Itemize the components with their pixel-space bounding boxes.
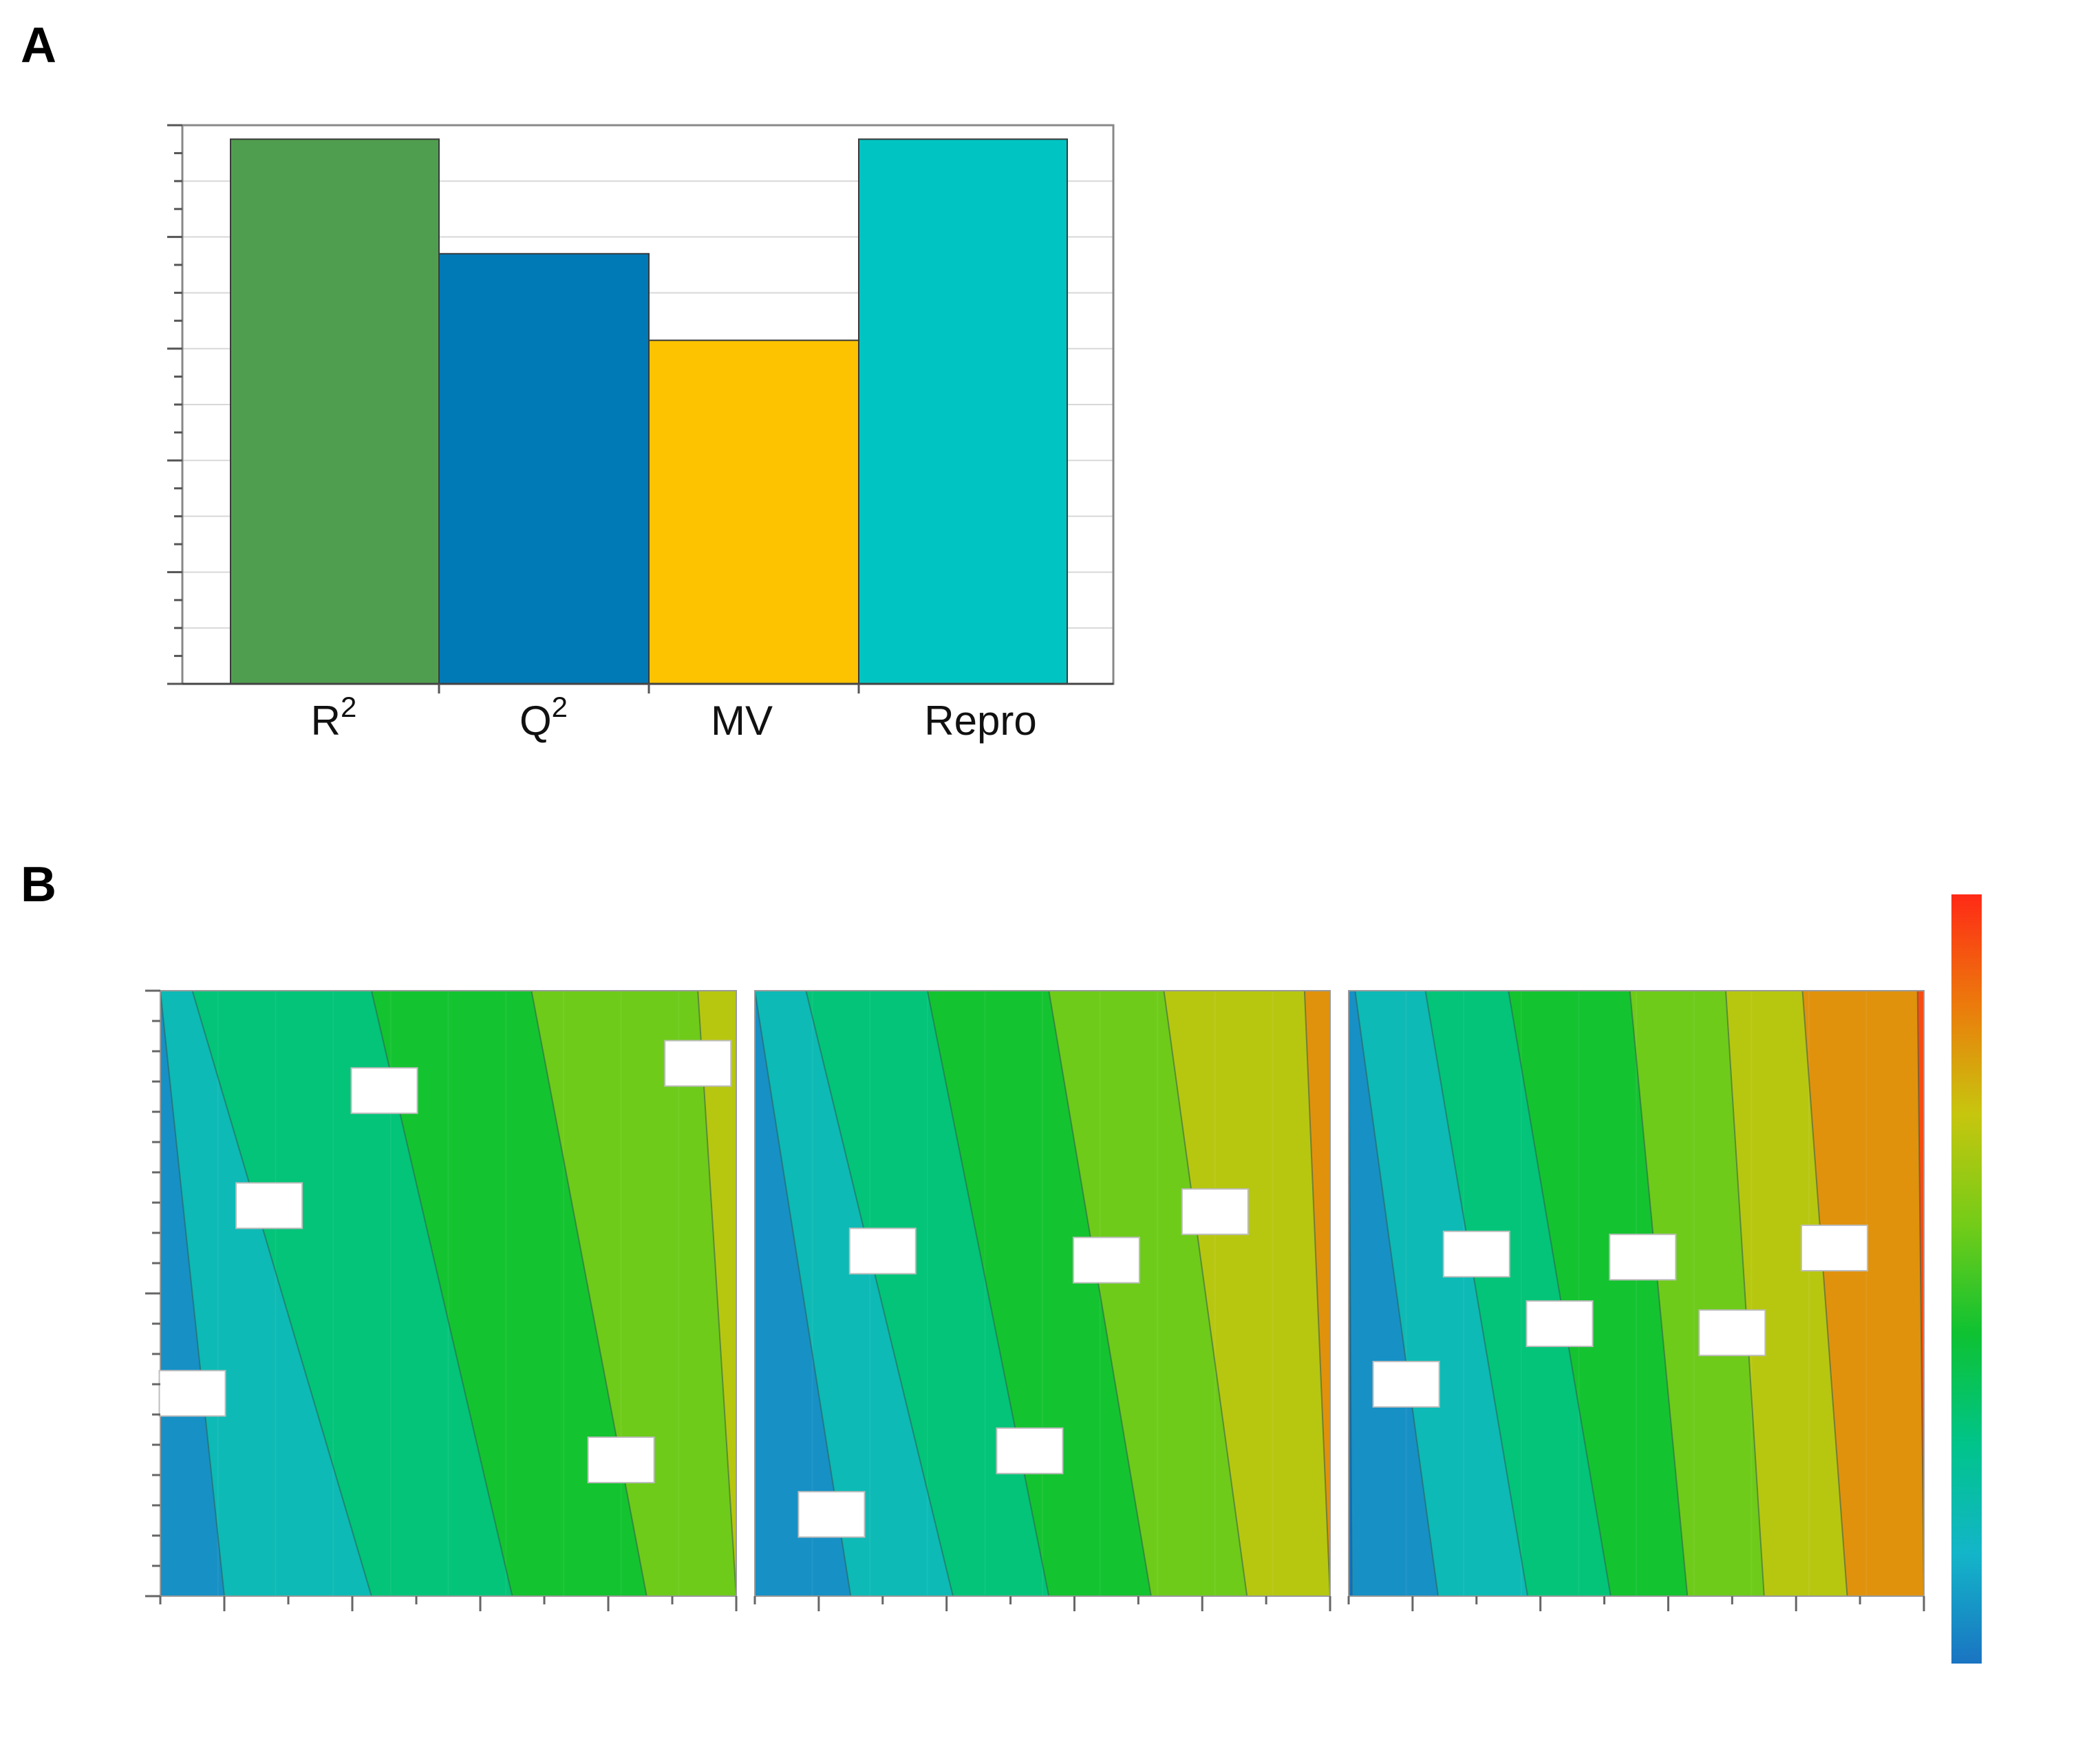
bar-mv	[648, 339, 859, 685]
facet	[158, 990, 738, 1611]
contour-label-box	[1609, 1234, 1677, 1281]
contour-line	[805, 991, 954, 1596]
contour-line	[1303, 991, 1330, 1596]
contour-label-box	[1372, 1361, 1440, 1408]
contour-chart	[145, 894, 1982, 1664]
contour-line	[160, 991, 225, 1596]
facet-fill	[755, 991, 1330, 1596]
contour-label-box	[1181, 1188, 1249, 1236]
contour-label-box	[1800, 1225, 1868, 1271]
facet-frame	[754, 990, 1331, 1597]
contour-label-box	[587, 1437, 655, 1483]
contour-label-box	[158, 1370, 226, 1417]
contour-label-box	[664, 1040, 732, 1087]
contour-line	[1629, 991, 1689, 1596]
contour-line	[1725, 991, 1765, 1596]
contour-line	[1801, 991, 1848, 1596]
contour-line	[531, 991, 647, 1596]
contour-line	[1163, 991, 1248, 1596]
x-tick-label-superscript: 2	[552, 691, 568, 723]
x-tick-label: R2	[311, 691, 357, 744]
x-tick-label: Repro	[924, 698, 1036, 744]
contour-label-box	[1526, 1300, 1594, 1347]
contour-band	[1802, 991, 1924, 1596]
x-tick-label-text: R	[311, 698, 341, 744]
bar-repro	[858, 138, 1068, 685]
facet-fill	[1349, 991, 1924, 1596]
facet	[753, 990, 1331, 1611]
x-tick-label-superscript: 2	[341, 691, 356, 723]
x-tick-label: MV	[711, 698, 773, 744]
contour-line	[1508, 991, 1612, 1596]
contour-label-box	[798, 1491, 866, 1538]
contour-band	[531, 991, 736, 1596]
contour-line	[1916, 991, 1924, 1596]
contour-line	[191, 991, 372, 1596]
x-tick-label-text: Q	[520, 698, 552, 744]
facet-frame	[1348, 990, 1925, 1597]
contour-line	[1354, 991, 1439, 1596]
bar-chart: R2 Q2 MV Repro	[167, 124, 1115, 744]
contour-label-box	[1442, 1230, 1510, 1278]
x-tick-label: Q2	[520, 691, 568, 744]
x-tick-label-text: Repro	[924, 698, 1036, 744]
x-tick-label-text: MV	[711, 698, 773, 744]
contour-line	[926, 991, 1050, 1596]
contour-label-box	[350, 1067, 418, 1115]
contour-label-box	[235, 1182, 303, 1229]
bar-r	[230, 138, 440, 685]
contour-line	[697, 991, 736, 1596]
panel-a-letter: A	[21, 18, 56, 73]
contour-label-box	[1698, 1309, 1766, 1357]
bar-q	[438, 252, 650, 685]
contour-label-box	[848, 1227, 917, 1275]
colorbar	[1951, 894, 1982, 1664]
contour-label-box	[996, 1427, 1064, 1474]
contour-line	[1048, 991, 1152, 1596]
contour-band	[1164, 991, 1330, 1596]
contour-label-box	[1072, 1236, 1140, 1284]
facet	[1347, 990, 1925, 1611]
contour-line	[1424, 991, 1529, 1596]
panel-b-letter: B	[21, 857, 56, 912]
